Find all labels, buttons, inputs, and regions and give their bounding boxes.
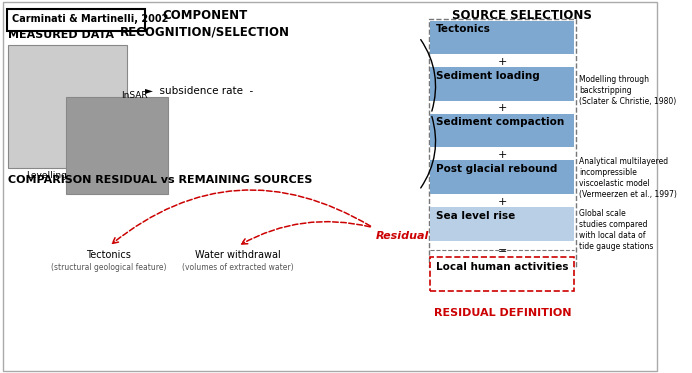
Bar	[430, 67, 574, 101]
Bar	[429, 19, 576, 267]
Text: Sea level rise: Sea level rise	[436, 211, 515, 221]
Bar	[430, 257, 574, 291]
Text: +: +	[498, 57, 507, 67]
Text: Levelling: Levelling	[26, 171, 67, 180]
Text: SOURCE SELECTIONS: SOURCE SELECTIONS	[452, 9, 592, 22]
Text: Sediment compaction: Sediment compaction	[436, 117, 564, 128]
Text: Sediment loading: Sediment loading	[436, 71, 539, 81]
Text: Carminati & Martinelli, 2002: Carminati & Martinelli, 2002	[12, 14, 168, 24]
Text: Analytical multilayered
incompressible
viscoelastic model
(Vermeerzen et al., 19: Analytical multilayered incompressible v…	[579, 157, 677, 199]
Text: COMPARISON RESIDUAL vs REMAINING SOURCES: COMPARISON RESIDUAL vs REMAINING SOURCES	[8, 175, 312, 185]
Text: COMPONENT
RECOGNITION/SELECTION: COMPONENT RECOGNITION/SELECTION	[120, 9, 290, 38]
Bar	[430, 207, 574, 241]
Bar	[430, 114, 574, 147]
Text: Modelling through
backstripping
(Sclater & Christie, 1980): Modelling through backstripping (Sclater…	[579, 75, 676, 106]
Bar	[7, 9, 145, 31]
Text: =: =	[498, 246, 507, 256]
Text: (volumes of extracted water): (volumes of extracted water)	[182, 263, 293, 272]
Text: Tectonics: Tectonics	[436, 24, 491, 34]
Text: MEASURED DATA: MEASURED DATA	[8, 30, 114, 40]
Bar	[8, 45, 127, 168]
Text: Global scale
studies compared
with local data of
tide gauge stations: Global scale studies compared with local…	[579, 209, 653, 251]
Text: Post glacial rebound: Post glacial rebound	[436, 164, 557, 174]
Text: +: +	[498, 103, 507, 113]
Text: Local human activities: Local human activities	[436, 262, 568, 272]
Text: +: +	[498, 197, 507, 207]
Text: InSAR: InSAR	[121, 91, 147, 100]
Bar	[430, 160, 574, 194]
Text: Tectonics: Tectonics	[86, 250, 131, 260]
Bar	[430, 21, 574, 54]
Text: Residual: Residual	[376, 231, 430, 241]
Text: RESIDUAL DEFINITION: RESIDUAL DEFINITION	[435, 308, 572, 318]
Bar	[66, 97, 168, 194]
Text: (structural geological feature): (structural geological feature)	[51, 263, 167, 272]
Text: ►  subsidence rate  -: ► subsidence rate -	[145, 86, 253, 96]
Text: +: +	[498, 150, 507, 160]
Text: Water withdrawal: Water withdrawal	[194, 250, 280, 260]
